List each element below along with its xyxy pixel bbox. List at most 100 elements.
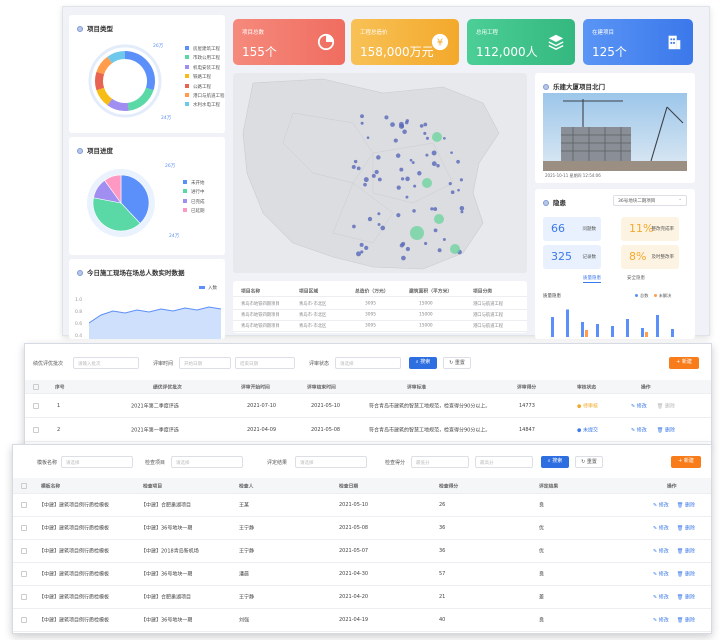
template-select[interactable]: 请选择 <box>61 456 133 468</box>
table-row[interactable]: 【中建】建筑项目例行质检模板 【中建】36号地块一期 刘强 2021-04-19 40 良… <box>13 609 711 632</box>
map-point <box>351 164 356 169</box>
china-map[interactable] <box>233 73 527 273</box>
map-point <box>395 153 401 158</box>
map-point <box>399 167 404 172</box>
row-checkbox[interactable] <box>21 525 27 531</box>
map-point <box>456 159 460 164</box>
min-score-input[interactable]: 最低分 <box>411 456 469 468</box>
kpi-timely-rate: 8% 及时整改率 <box>621 245 679 269</box>
map-point <box>364 245 369 250</box>
map-point <box>356 166 361 171</box>
camera-feed-image[interactable] <box>543 93 687 171</box>
trash-icon: 🗑 <box>677 548 684 555</box>
ring-segment <box>125 51 155 91</box>
map-point <box>417 171 422 176</box>
chevron-down-icon: ⌄ <box>678 197 682 202</box>
table-row[interactable]: 【中建】建筑项目例行质检模板 【中建】36号地块一期 王宁静 2021-05-08 36… <box>13 517 711 540</box>
map-point <box>424 241 428 246</box>
project-filter-select[interactable]: 请选择 <box>171 456 243 468</box>
delete-link[interactable]: 🗑 删除 <box>677 571 695 578</box>
stat-card-active[interactable]: 在建项目 125个 <box>583 19 693 65</box>
search-button[interactable]: ⌕ 搜索 <box>541 456 569 468</box>
delete-link[interactable]: 🗑 删除 <box>657 403 675 409</box>
title-dot-icon <box>543 84 549 90</box>
add-button[interactable]: + 新建 <box>671 456 701 468</box>
pie-slice <box>92 197 141 232</box>
end-date-input[interactable]: 结束日期 <box>235 357 295 369</box>
ring-segment <box>96 56 113 75</box>
map-point <box>390 122 395 127</box>
pie-slice <box>120 174 150 224</box>
table-row[interactable]: 【中建】建筑项目例行质检模板 【中建】2018青岛新机场 王宁静 2021-05-07… <box>13 540 711 563</box>
table-row[interactable]: 【中建】建筑项目例行质检模板 【中建】36号地块一期 潘晨 2021-04-30 57 良… <box>13 563 711 586</box>
table-row[interactable]: 青岛市地铁四期项目 青岛市-市北区 3095 15000 港口与航道工程 <box>233 310 527 321</box>
edit-link[interactable]: ✎ 修改 <box>653 571 669 578</box>
row-checkbox[interactable] <box>33 402 39 409</box>
add-button[interactable]: + 新建 <box>669 357 699 369</box>
delete-link[interactable]: 🗑 删除 <box>677 548 695 555</box>
select-all-checkbox[interactable] <box>33 383 39 390</box>
map-point <box>360 114 364 119</box>
row-checkbox[interactable] <box>21 548 27 554</box>
row-checkbox[interactable] <box>21 571 27 577</box>
result-select[interactable]: 请选择 <box>295 456 367 468</box>
ring-segment <box>95 71 105 91</box>
delete-link[interactable]: 🗑 删除 <box>677 617 695 624</box>
edit-link[interactable]: ✎ 修改 <box>653 617 669 624</box>
edit-link[interactable]: ✎ 修改 <box>631 427 647 433</box>
trash-icon: 🗑 <box>677 525 684 532</box>
table-row[interactable]: 【中建】建筑项目例行质检模板 【中建】合肥巢湖项目 王某 2021-05-10 26 良 ✎… <box>13 494 711 517</box>
max-score-input[interactable]: 最高分 <box>475 456 533 468</box>
edit-link[interactable]: ✎ 修改 <box>631 403 647 409</box>
row-checkbox[interactable] <box>21 594 27 600</box>
attendance-panel: 今日施工现场在场总人数实时数据 入数 1.0 0.8 0.6 0.4 <box>69 259 225 339</box>
attendance-title: 今日施工现场在场总人数实时数据 <box>77 267 185 277</box>
check-table-header: 模板名称 检查项目 检查人 检查日期 检查得分 评定结果 操作 <box>13 478 711 494</box>
edit-icon: ✎ <box>653 502 658 509</box>
status-badge: ● 待审核 <box>577 403 598 409</box>
map-point <box>412 209 416 213</box>
edit-link[interactable]: ✎ 修改 <box>653 548 669 555</box>
start-date-input[interactable]: 开始日期 <box>179 357 231 369</box>
row-checkbox[interactable] <box>21 617 27 623</box>
hazard-bar <box>656 315 659 337</box>
project-table: 项目名称 项目区域 总造价（万元） 建筑面积（平方米） 项目分类 青岛市地铁四期… <box>233 281 527 333</box>
map-point <box>423 122 428 127</box>
select-all-checkbox[interactable] <box>21 482 27 489</box>
map-point <box>405 176 410 182</box>
batch-input[interactable]: 请输入批次 <box>73 357 139 369</box>
evaluation-window: 绩优评优批次 请输入批次 评审时间 开始日期 结束日期 评审状态 请选择 ⌕ 搜… <box>24 343 712 446</box>
tab-quality[interactable]: 质量隐患 <box>583 276 601 283</box>
table-row[interactable]: 青岛市地铁四期项目 青岛市-市北区 3095 15000 港口与航道工程 <box>233 299 527 310</box>
table-row[interactable]: 青岛市地铁四期项目 青岛市-市北区 3095 15000 港口与航道工程 <box>233 321 527 332</box>
hazard-bar <box>566 309 569 337</box>
stat-card-labor[interactable]: 总用工程 112,000人 <box>467 19 575 65</box>
table-row[interactable]: 2 2021年第一季度评选 2021-04-09 2021-05-08 符合青岛… <box>25 418 711 442</box>
reset-button[interactable]: ↻ 重置 <box>575 456 603 468</box>
reset-button[interactable]: ↻ 重置 <box>443 357 471 369</box>
edit-link[interactable]: ✎ 修改 <box>653 502 669 509</box>
row-checkbox[interactable] <box>33 426 39 433</box>
map-point <box>411 161 415 165</box>
delete-link[interactable]: 🗑 删除 <box>677 594 695 601</box>
delete-link[interactable]: 🗑 删除 <box>677 525 695 532</box>
map-point <box>400 177 405 181</box>
tab-safety[interactable]: 安全隐患 <box>627 276 645 281</box>
trash-icon: 🗑 <box>677 571 684 578</box>
search-button[interactable]: ⌕ 搜索 <box>409 357 437 369</box>
edit-link[interactable]: ✎ 修改 <box>653 525 669 532</box>
edit-link[interactable]: ✎ 修改 <box>653 594 669 601</box>
project-select[interactable]: 36号地块二期项目 ⌄ <box>613 195 687 206</box>
status-select[interactable]: 请选择 <box>335 357 401 369</box>
delete-link[interactable]: 🗑 删除 <box>677 502 695 509</box>
refresh-icon: ↻ <box>581 459 586 465</box>
table-row[interactable]: 1 2021年第二季度评选 2021-07-10 2021-05-10 符合青岛… <box>25 394 711 418</box>
delete-link[interactable]: 🗑 删除 <box>657 427 675 433</box>
title-dot-icon <box>77 270 83 276</box>
table-row[interactable]: 【中建】建筑项目例行质检模板 【中建】合肥巢湖项目 王宁静 2021-04-20 21 差… <box>13 586 711 609</box>
stat-card-cost[interactable]: 工程总造价 158,000万元 ¥ <box>351 19 459 65</box>
map-point <box>360 121 364 125</box>
row-checkbox[interactable] <box>21 502 27 508</box>
stat-card-projects[interactable]: 项目总数 155个 <box>233 19 345 65</box>
map-point <box>367 216 373 222</box>
